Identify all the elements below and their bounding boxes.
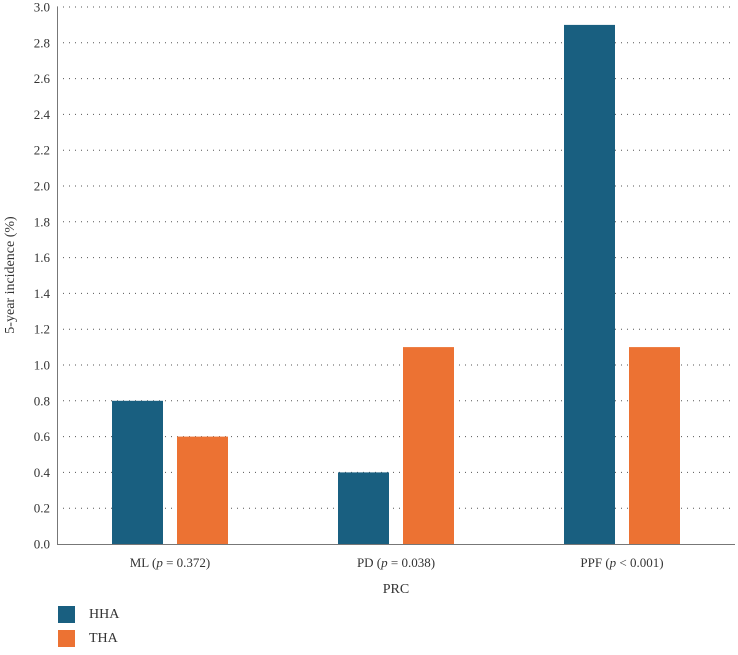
bar-hha-ppf [564, 24, 615, 544]
y-axis: 0.0 0.2 0.4 0.6 0.8 1.0 1.2 1.4 1.6 1.8 2.0 2.2 2.4 2… [34, 0, 58, 552]
legend-label-tha: THA [89, 630, 118, 646]
y-tick-label: 0.2 [34, 501, 50, 516]
x-tick-label-ml: ML (p = 0.372) [130, 555, 211, 570]
y-tick-label: 0.8 [34, 393, 50, 408]
legend-swatch-tha [58, 630, 75, 647]
y-tick-label: 1.0 [34, 358, 50, 373]
x-tick-label-ppf: PPF (p < 0.001) [580, 555, 663, 570]
x-tick-label-pd: PD (p = 0.038) [357, 555, 435, 570]
legend: HHA THA [58, 606, 119, 654]
legend-item-tha: THA [58, 630, 119, 647]
bar-tha-ppf [629, 347, 680, 544]
x-axis-title: PRC [383, 582, 409, 597]
y-tick-label: 2.4 [34, 107, 51, 122]
y-tick-label: 2.0 [34, 179, 50, 194]
y-tick-label: 0.4 [34, 465, 51, 480]
bar-hha-ml [112, 400, 163, 544]
bar-tha-pd [403, 347, 454, 544]
grid-lines [57, 6, 735, 509]
bars [112, 24, 680, 544]
y-tick-label: 1.2 [34, 322, 50, 337]
y-axis-title: 5-year incidence (%) [3, 216, 18, 334]
legend-label-hha: HHA [89, 606, 120, 622]
legend-item-hha: HHA [58, 606, 119, 623]
bar-tha-ml [177, 436, 228, 544]
bar-chart: 0.0 0.2 0.4 0.6 0.8 1.0 1.2 1.4 1.6 1.8 2.0 2.2 2.4 2… [3, 0, 735, 597]
y-tick-label: 1.8 [34, 214, 50, 229]
x-axis: ML (p = 0.372) PD (p = 0.038) PPF (p < 0.0… [57, 544, 735, 570]
y-tick-label: 1.6 [34, 250, 51, 265]
legend-swatch-hha [58, 606, 75, 623]
y-tick-label: 0.0 [34, 537, 50, 552]
y-tick-label: 2.8 [34, 35, 50, 50]
y-tick-label: 2.2 [34, 143, 50, 158]
y-tick-label: 0.6 [34, 429, 51, 444]
y-tick-label: 2.6 [34, 71, 51, 86]
y-tick-label: 3.0 [34, 0, 50, 15]
y-tick-label: 1.4 [34, 286, 51, 301]
bar-hha-pd [338, 472, 389, 544]
